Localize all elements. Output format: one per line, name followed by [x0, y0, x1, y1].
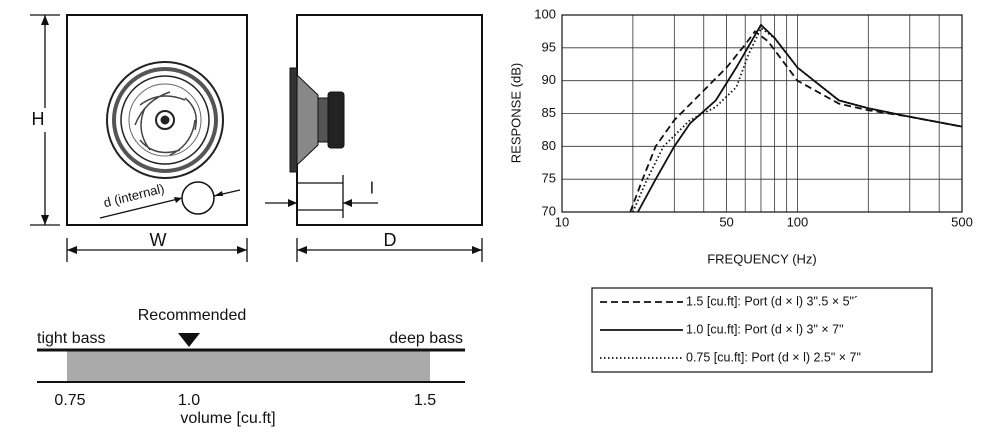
x-tick-label: 10 [555, 214, 569, 229]
y-tick-label: 75 [542, 171, 556, 186]
scale-tick: 1.0 [178, 392, 200, 409]
deep-bass-label: deep bass [389, 330, 463, 347]
recommended-marker [178, 333, 200, 347]
height-label-bg [30, 108, 46, 132]
port-length-label: l [370, 178, 374, 197]
width-label: W [150, 230, 167, 250]
x-axis-label: FREQUENCY (Hz) [707, 251, 817, 266]
side-view: l D [265, 14, 483, 262]
port-tube [297, 175, 344, 218]
legend-label: 0.75 [cu.ft]: Port (d × l) 2.5" × 7" [686, 350, 861, 364]
tight-bass-label: tight bass [37, 330, 105, 347]
legend-label: 1.0 [cu.ft]: Port (d × l) 3" × 7" [686, 322, 844, 336]
x-tick-label: 500 [951, 214, 973, 229]
response-line [632, 26, 963, 213]
x-tick-label: 100 [787, 214, 809, 229]
scale-tick: 0.75 [54, 392, 85, 409]
response-line [629, 30, 963, 213]
y-tick-label: 85 [542, 105, 556, 120]
depth-label: D [384, 230, 397, 250]
volume-axis-label: volume [cu.ft] [180, 410, 275, 427]
recommended-label: Recommended [138, 307, 247, 324]
y-axis-label: RESPONSE (dB) [508, 63, 523, 163]
response-chart: RESPONSE (dB) FREQUENCY (Hz) 70 75 80 85 90 9… [508, 6, 973, 373]
speaker-side [289, 67, 345, 173]
front-view: d (internal) H W [30, 14, 248, 262]
speaker-front [106, 61, 224, 179]
range-band [67, 351, 430, 381]
scale-tick: 1.5 [414, 392, 436, 409]
y-tick-label: 100 [534, 6, 556, 21]
y-tick-label: 80 [542, 138, 556, 153]
y-tick-label: 95 [542, 39, 556, 54]
response-line [637, 23, 963, 213]
plot-frame [561, 14, 963, 213]
y-tick-label: 70 [542, 203, 556, 218]
x-tick-label: 50 [719, 214, 733, 229]
volume-scale: Recommended tight bass deep bass 0.75 1.… [37, 307, 465, 427]
legend-label: 1.5 [cu.ft]: Port (d × l) 3".5 × 5"´ [686, 294, 858, 308]
y-tick-label: 90 [542, 72, 556, 87]
height-label: H [32, 109, 45, 129]
